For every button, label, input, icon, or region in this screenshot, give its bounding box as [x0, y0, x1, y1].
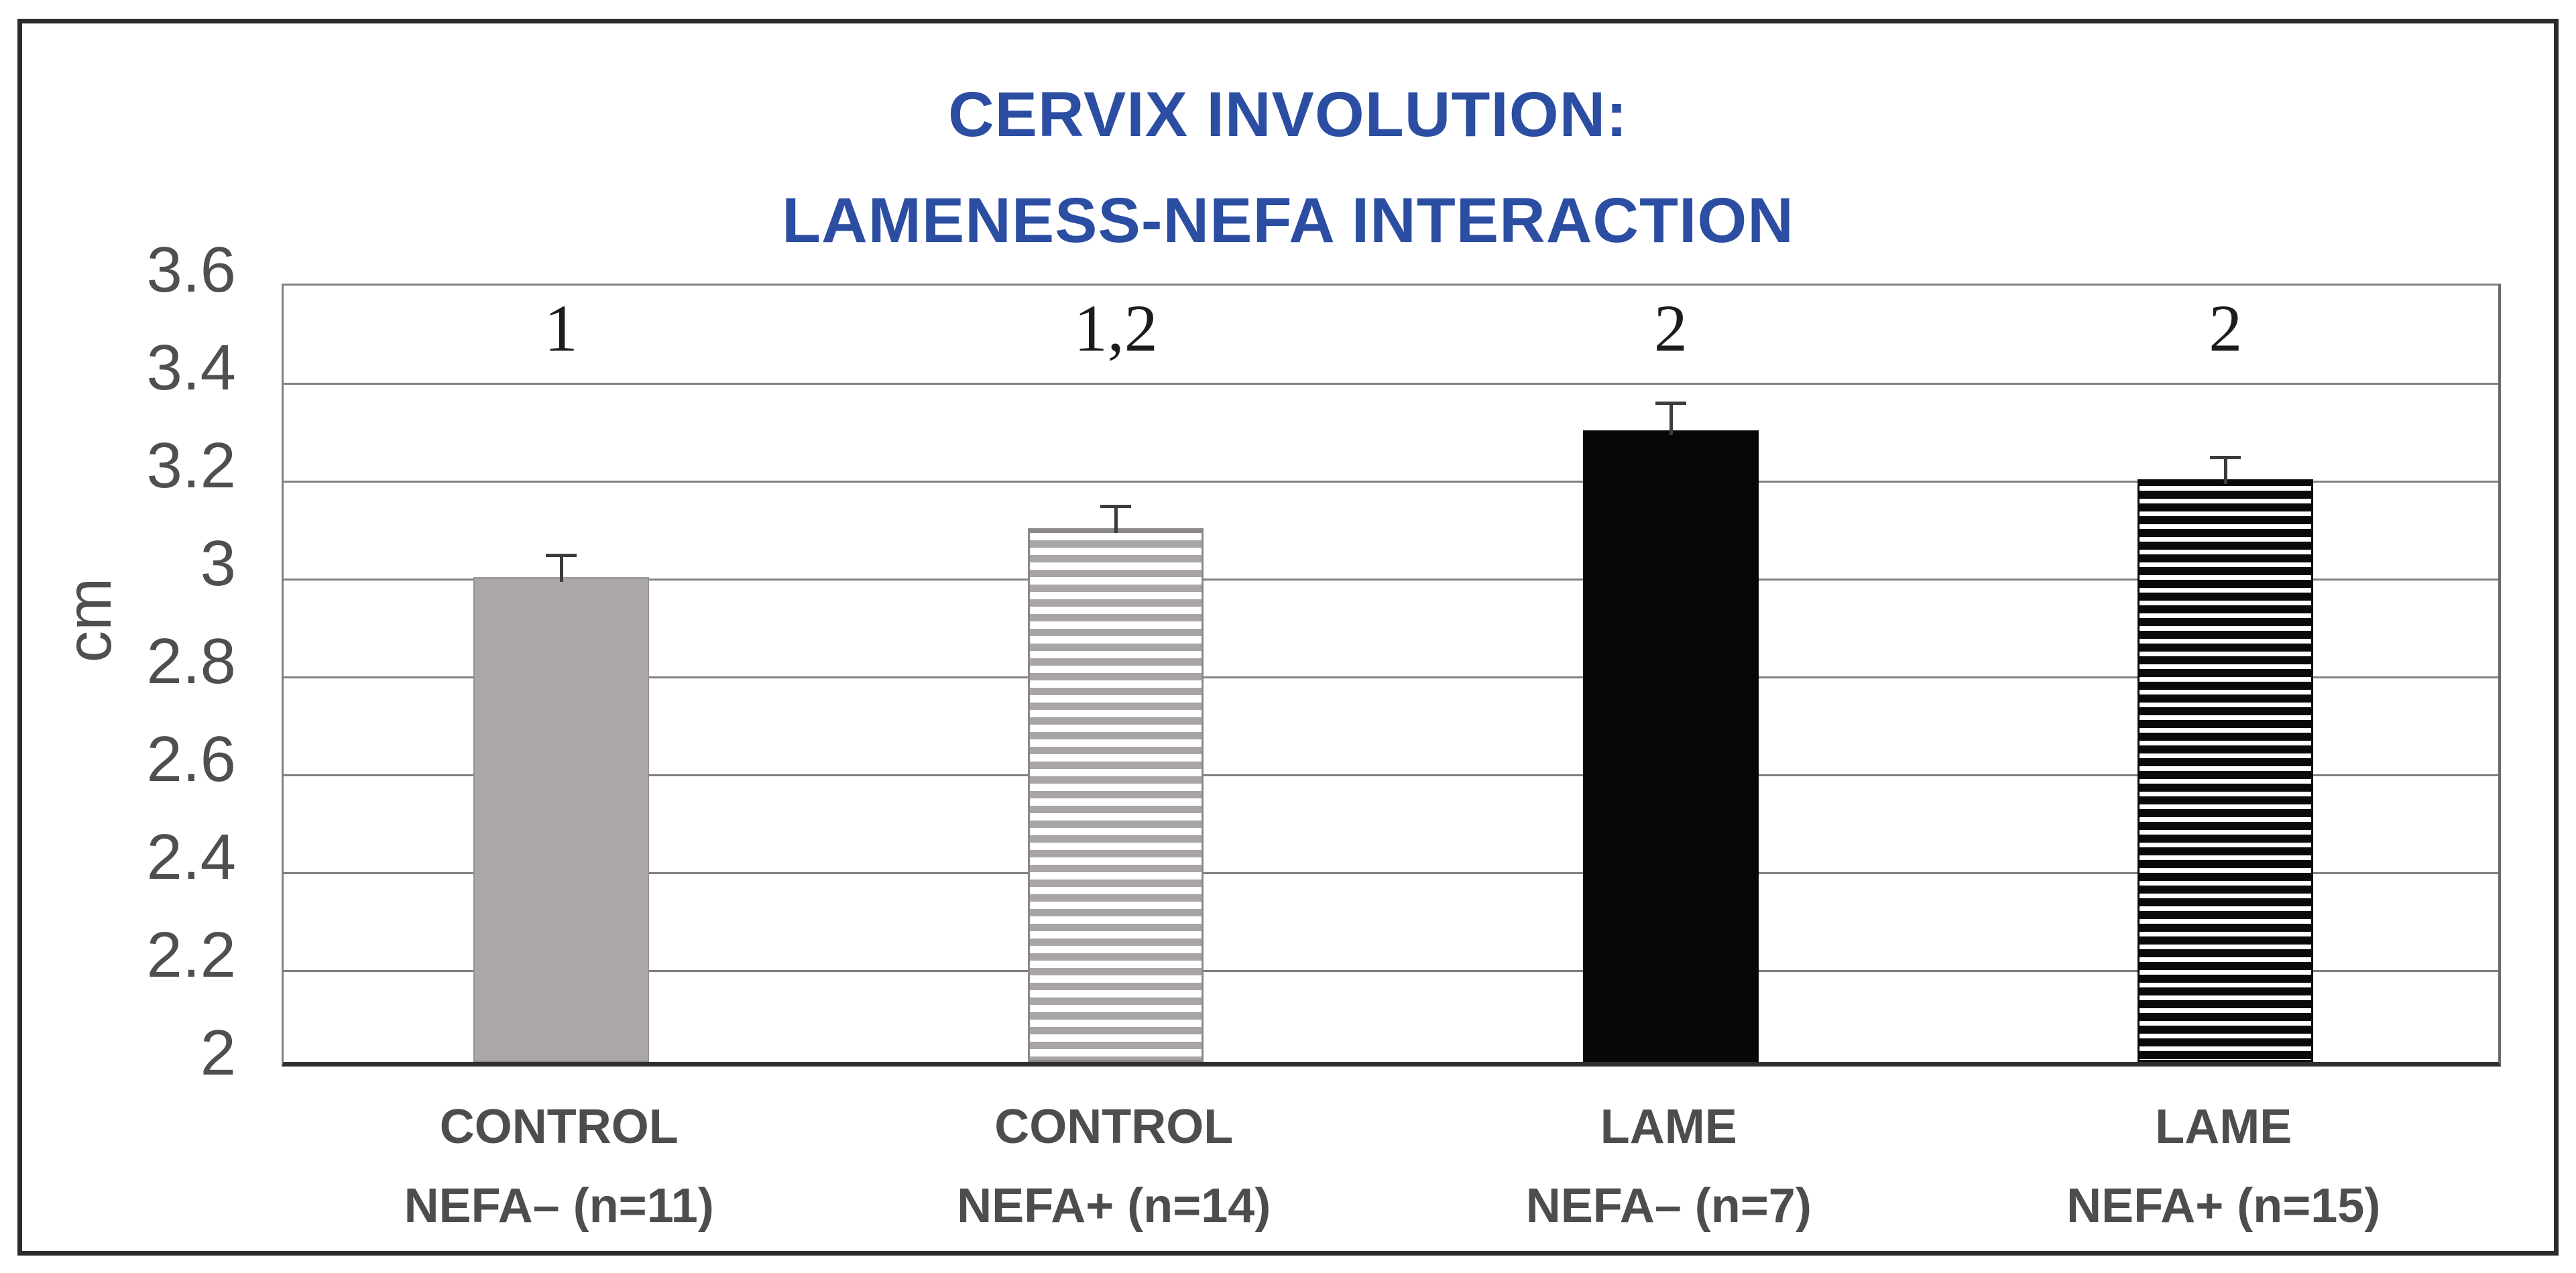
x-label-line2-1: NEFA– (n=11) [404, 1179, 714, 1233]
y-tick-label-2.8: 2.8 [146, 625, 236, 697]
x-label-line1-4: LAME [2155, 1100, 2292, 1154]
bar-lame-4 [2138, 479, 2314, 1062]
significance-label-1: 1 [544, 290, 578, 365]
significance-label-2: 1,2 [1073, 290, 1158, 365]
chart-title: CERVIX INVOLUTION: LAMENESS-NEFA INTERAC… [0, 62, 2576, 274]
y-tick-label-3.4: 3.4 [146, 332, 236, 404]
error-bar-cap-1 [545, 553, 577, 557]
x-category-label-1: CONTROL NEFA– (n=11) [257, 1087, 861, 1246]
chart-title-line-2: LAMENESS-NEFA INTERACTION [782, 185, 1794, 256]
y-tick-label-2.6: 2.6 [146, 723, 236, 795]
y-tick-label-3.6: 3.6 [146, 234, 236, 306]
plot-area: 1 1,2 2 2 [282, 284, 2501, 1067]
y-tick-label-3.2: 3.2 [146, 430, 236, 501]
bar-control-1 [473, 577, 649, 1062]
error-bar-cap-4 [2210, 455, 2241, 459]
x-category-label-4: LAME NEFA+ (n=15) [1922, 1087, 2525, 1246]
gridline-y-3.4 [284, 383, 2498, 385]
x-category-label-3: LAME NEFA– (n=7) [1367, 1087, 1971, 1246]
error-bar-line-2 [1114, 505, 1118, 533]
bar-control-2 [1028, 528, 1204, 1062]
y-tick-label-2: 2 [200, 1017, 236, 1089]
error-bar-cap-3 [1655, 402, 1686, 406]
bar-lame-3 [1582, 430, 1759, 1062]
x-label-line2-4: NEFA+ (n=15) [2066, 1179, 2381, 1233]
error-bar-line-3 [1669, 403, 1673, 435]
x-category-label-2: CONTROL NEFA+ (n=14) [812, 1087, 1415, 1246]
gridline-y-3 [284, 579, 2498, 581]
x-label-line1-1: CONTROL [439, 1100, 679, 1154]
significance-label-4: 2 [2209, 290, 2243, 365]
gridline-y-2.2 [284, 970, 2498, 972]
y-tick-label-2.2: 2.2 [146, 919, 236, 991]
chart-title-line-1: CERVIX INVOLUTION: [948, 79, 1628, 150]
error-bar-cap-2 [1100, 504, 1132, 508]
gridline-y-2.8 [284, 676, 2498, 678]
gridline-y-3.2 [284, 481, 2498, 483]
error-bar-line-1 [559, 554, 563, 582]
significance-label-3: 2 [1653, 290, 1688, 365]
x-label-line1-2: CONTROL [994, 1100, 1234, 1154]
figure-border [17, 19, 2559, 1256]
y-tick-label-2.4: 2.4 [146, 821, 236, 893]
y-tick-label-3: 3 [200, 528, 236, 599]
x-label-line2-3: NEFA– (n=7) [1525, 1179, 1812, 1233]
gridline-y-2.6 [284, 774, 2498, 776]
x-label-line1-3: LAME [1600, 1100, 1737, 1154]
gridline-y-2.4 [284, 872, 2498, 874]
x-label-line2-2: NEFA+ (n=14) [957, 1179, 1271, 1233]
error-bar-line-4 [2224, 457, 2228, 484]
